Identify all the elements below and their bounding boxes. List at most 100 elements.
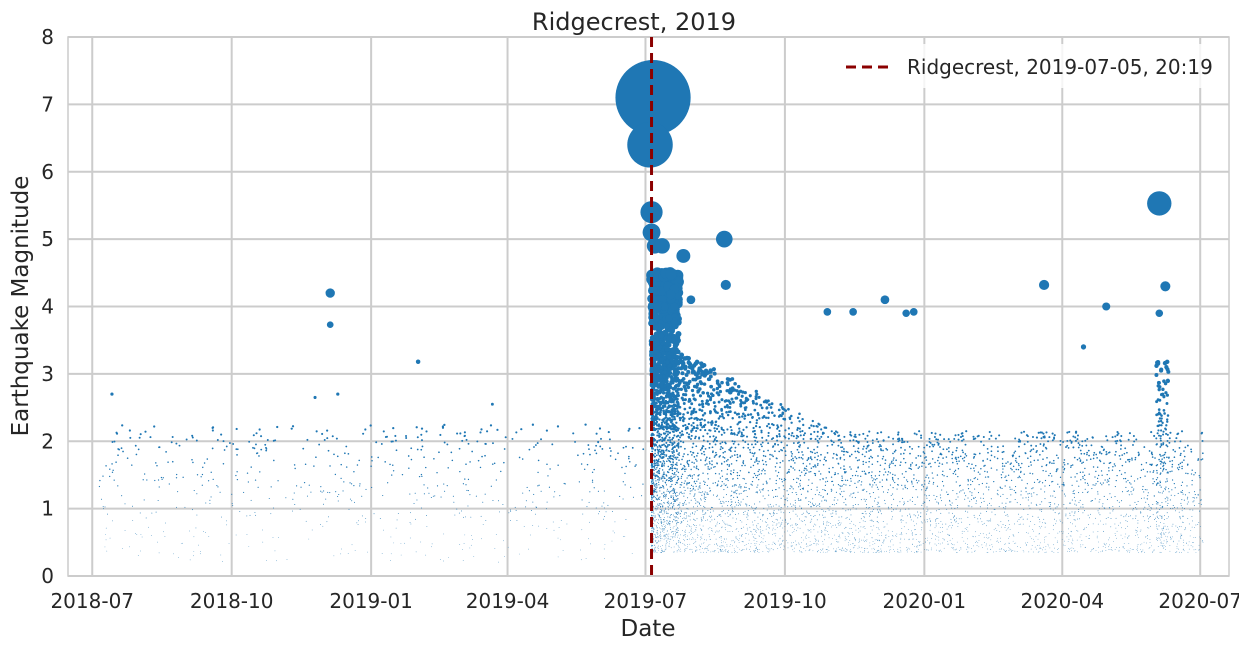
data-point: [1173, 505, 1174, 506]
data-point: [1011, 551, 1012, 552]
data-point: [695, 376, 699, 380]
data-point: [791, 455, 793, 457]
data-point: [1089, 473, 1090, 474]
data-point: [678, 542, 679, 543]
data-point: [538, 460, 540, 462]
data-point: [1114, 496, 1115, 497]
data-point: [784, 504, 785, 505]
data-point: [1097, 467, 1098, 468]
data-point: [705, 497, 706, 498]
data-point: [691, 529, 692, 530]
data-point: [791, 432, 793, 434]
data-point: [779, 478, 780, 479]
data-point: [1083, 453, 1085, 455]
data-point: [1164, 519, 1165, 520]
data-point: [1133, 508, 1134, 509]
data-point: [799, 427, 801, 429]
data-point: [969, 505, 970, 506]
data-point: [1159, 454, 1161, 456]
data-point: [1165, 489, 1166, 490]
data-point: [1104, 496, 1105, 497]
data-point: [1199, 549, 1200, 550]
data-point: [790, 503, 791, 504]
data-point: [797, 417, 799, 419]
data-point: [954, 550, 955, 551]
data-point: [106, 528, 107, 529]
data-point: [122, 451, 124, 453]
data-point: [738, 486, 739, 487]
data-point: [113, 441, 115, 443]
data-point: [725, 524, 726, 525]
data-point: [131, 464, 132, 465]
data-point: [1015, 499, 1016, 500]
data-point: [732, 510, 733, 511]
data-point: [1189, 541, 1190, 542]
data-point: [838, 484, 839, 485]
data-point: [940, 550, 941, 551]
data-point: [674, 526, 675, 527]
data-point: [954, 471, 955, 472]
data-point: [863, 540, 864, 541]
data-point: [698, 489, 699, 490]
data-point: [1068, 548, 1069, 549]
data-point: [808, 457, 810, 459]
data-point: [682, 420, 684, 422]
data-point: [682, 543, 683, 544]
data-point: [664, 539, 665, 540]
data-point: [469, 461, 471, 463]
data-point: [1021, 516, 1022, 517]
data-point: [789, 418, 791, 420]
data-point: [404, 543, 405, 544]
data-point: [917, 497, 918, 498]
data-point: [1009, 536, 1010, 537]
data-point: [318, 444, 320, 446]
data-point: [864, 516, 865, 517]
data-point: [1022, 497, 1023, 498]
data-point: [824, 458, 826, 460]
data-point: [660, 532, 661, 533]
data-point: [656, 498, 657, 499]
data-point: [963, 439, 965, 441]
data-point: [830, 523, 831, 524]
data-point: [666, 520, 667, 521]
data-point: [1144, 476, 1145, 477]
data-point: [247, 534, 248, 535]
data-point: [889, 550, 890, 551]
data-point: [1005, 506, 1006, 507]
data-point: [802, 514, 803, 515]
data-point: [1088, 515, 1089, 516]
data-point: [335, 491, 336, 492]
data-point: [656, 526, 657, 527]
data-point: [632, 553, 633, 554]
data-point: [410, 522, 411, 523]
data-point: [681, 484, 682, 485]
data-point: [862, 461, 864, 463]
data-point: [661, 504, 662, 505]
data-point: [1042, 450, 1044, 452]
data-point: [1016, 462, 1018, 464]
data-point: [937, 460, 939, 462]
data-point: [1091, 551, 1092, 552]
data-point: [294, 468, 295, 469]
data-point: [838, 536, 839, 537]
data-point: [1177, 544, 1178, 545]
data-point: [716, 440, 718, 442]
data-point: [866, 507, 867, 508]
data-point: [651, 451, 653, 453]
data-point: [1079, 444, 1081, 446]
data-point: [1002, 458, 1004, 460]
data-point: [780, 509, 781, 510]
data-point: [966, 549, 967, 550]
data-point: [784, 418, 786, 420]
data-point: [1160, 435, 1162, 437]
data-point: [947, 541, 948, 542]
data-point: [1183, 459, 1185, 461]
data-point: [1065, 515, 1066, 516]
data-point: [768, 532, 769, 533]
data-point: [454, 515, 455, 516]
data-point: [989, 533, 990, 534]
data-point: [693, 452, 695, 454]
data-point: [904, 477, 905, 478]
data-point: [1136, 509, 1137, 510]
data-point: [196, 515, 197, 516]
